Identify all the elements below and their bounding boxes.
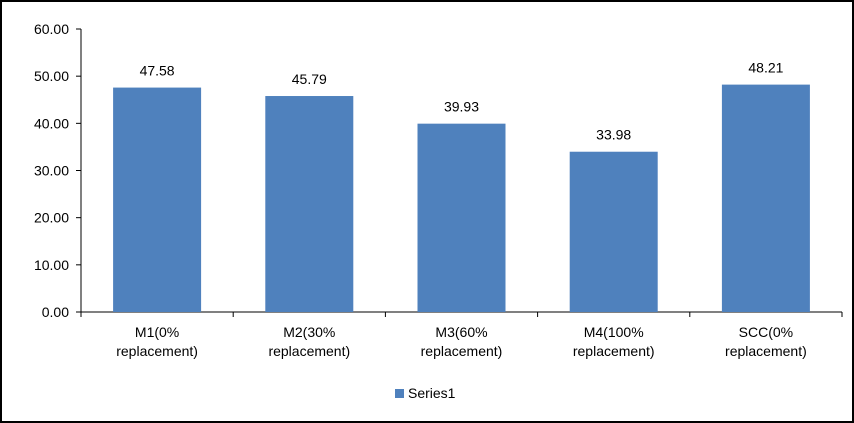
- data-label: 33.98: [596, 127, 631, 143]
- data-label: 47.58: [140, 63, 175, 79]
- bar: [113, 87, 202, 313]
- y-tick-label: 20.00: [34, 210, 69, 226]
- x-category-label: replacement): [725, 343, 807, 359]
- data-label: 39.93: [444, 99, 479, 115]
- bar: [569, 151, 658, 312]
- x-category-label: SCC(0%: [739, 324, 793, 340]
- x-category-label: replacement): [421, 343, 503, 359]
- y-tick-label: 10.00: [34, 257, 69, 273]
- y-tick-label: 30.00: [34, 163, 69, 179]
- y-tick-label: 0.00: [42, 304, 69, 320]
- data-label: 48.21: [748, 60, 783, 76]
- legend-swatch: [395, 389, 404, 398]
- x-category-label: replacement): [116, 343, 198, 359]
- y-tick-label: 60.00: [34, 21, 69, 37]
- x-category-label: replacement): [573, 343, 655, 359]
- bar: [417, 123, 506, 312]
- x-category-label: M2(30%: [283, 324, 335, 340]
- x-category-label: M4(100%: [584, 324, 644, 340]
- y-tick-label: 50.00: [34, 68, 69, 84]
- x-category-label: replacement): [268, 343, 350, 359]
- legend-label: Series1: [408, 385, 456, 401]
- data-label: 45.79: [292, 71, 327, 87]
- x-category-label: M3(60%: [435, 324, 487, 340]
- bar: [265, 96, 354, 312]
- bar: [721, 84, 810, 312]
- x-category-label: M1(0%: [135, 324, 179, 340]
- y-tick-label: 40.00: [34, 115, 69, 131]
